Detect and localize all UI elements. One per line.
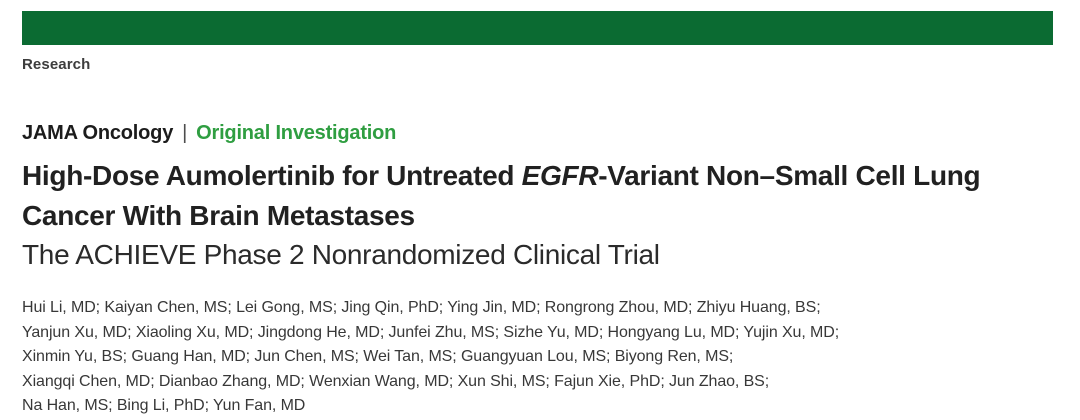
kicker: JAMA Oncology | Original Investigation: [22, 122, 396, 145]
title-segment: Cancer With Brain Metastases: [22, 200, 415, 231]
author-line: Xinmin Yu, BS; Guang Han, MD; Jun Chen, …: [22, 348, 734, 365]
author-line: Hui Li, MD; Kaiyan Chen, MS; Lei Gong, M…: [22, 299, 821, 316]
title-gene-italic: EGFR: [521, 160, 599, 191]
author-list: Hui Li, MD; Kaiyan Chen, MS; Lei Gong, M…: [22, 296, 839, 419]
kicker-separator: |: [182, 122, 188, 144]
masthead-bar: [22, 11, 1053, 45]
section-label: Research: [22, 56, 91, 73]
title-segment: -Variant Non–Small Cell Lung: [598, 160, 981, 191]
article-title: High-Dose Aumolertinib for Untreated EGF…: [22, 156, 1062, 236]
author-line: Na Han, MS; Bing Li, PhD; Yun Fan, MD: [22, 397, 306, 414]
title-segment: High-Dose Aumolertinib for Untreated: [22, 160, 522, 191]
article-type-label: Original Investigation: [196, 122, 397, 144]
author-line: Xiangqi Chen, MD; Dianbao Zhang, MD; Wen…: [22, 372, 770, 390]
author-line: Yanjun Xu, MD; Xiaoling Xu, MD; Jingdong…: [22, 323, 840, 341]
article-subtitle: The ACHIEVE Phase 2 Nonrandomized Clinic…: [22, 239, 660, 270]
journal-name: JAMA Oncology: [22, 122, 174, 144]
